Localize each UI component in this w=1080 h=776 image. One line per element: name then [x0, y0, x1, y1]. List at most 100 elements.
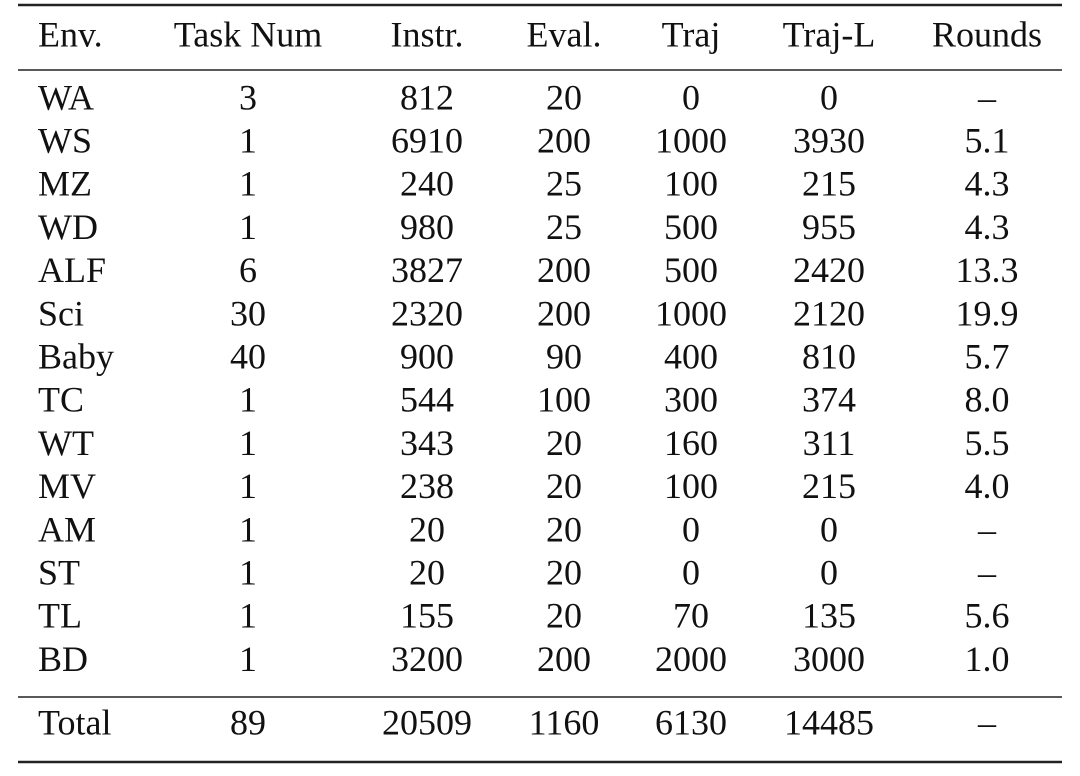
cell: 1	[239, 164, 257, 204]
cell: 980	[400, 207, 454, 247]
cell: 5.1	[965, 120, 1010, 160]
cell: 25	[546, 164, 582, 204]
cell: –	[977, 509, 997, 549]
cell: ALF	[38, 250, 106, 290]
cell: 3200	[391, 639, 463, 679]
cell: 3000	[793, 639, 865, 679]
cell: 200	[537, 250, 591, 290]
cell: 6910	[391, 120, 463, 160]
header-cell: Env.	[38, 14, 103, 54]
cell: 1	[239, 120, 257, 160]
cell: 30	[230, 293, 266, 333]
header-cell: Instr.	[390, 14, 463, 54]
cell: –	[977, 77, 997, 117]
cell: 90	[546, 336, 582, 376]
cell: 215	[802, 466, 856, 506]
cell: 500	[664, 250, 718, 290]
total-cell: –	[977, 702, 997, 742]
cell: 200	[537, 639, 591, 679]
cell: Baby	[38, 336, 114, 376]
cell: TC	[38, 380, 84, 420]
total-cell: 1160	[529, 702, 600, 742]
cell: 1	[239, 552, 257, 592]
cell: 0	[820, 77, 838, 117]
cell: 20	[546, 509, 582, 549]
cell: 100	[664, 466, 718, 506]
cell: 343	[400, 423, 454, 463]
cell: BD	[38, 639, 88, 679]
total-cell: 6130	[655, 702, 727, 742]
cell: 3930	[793, 120, 865, 160]
cell: 300	[664, 380, 718, 420]
cell: 1000	[655, 293, 727, 333]
cell: MV	[38, 466, 96, 506]
cell: Sci	[38, 293, 84, 333]
cell: 200	[537, 293, 591, 333]
cell: –	[977, 552, 997, 592]
cell: 2000	[655, 639, 727, 679]
cell: 238	[400, 466, 454, 506]
cell: 240	[400, 164, 454, 204]
total-cell: 14485	[784, 702, 874, 742]
total-cell: Total	[38, 702, 111, 742]
cell: 1	[239, 423, 257, 463]
cell: WD	[38, 207, 98, 247]
cell: 20	[546, 77, 582, 117]
cell: 20	[546, 596, 582, 636]
cell: 200	[537, 120, 591, 160]
cell: 4.0	[965, 466, 1010, 506]
cell: 0	[682, 77, 700, 117]
cell: 160	[664, 423, 718, 463]
cell: ST	[38, 552, 80, 592]
cell: 374	[802, 380, 856, 420]
cell: 40	[230, 336, 266, 376]
cell: 5.7	[965, 336, 1010, 376]
cell: 25	[546, 207, 582, 247]
cell: 1	[239, 466, 257, 506]
cell: 0	[820, 552, 838, 592]
cell: 20	[546, 552, 582, 592]
header-cell: Task Num	[174, 14, 322, 54]
cell: 100	[537, 380, 591, 420]
cell: 1	[239, 509, 257, 549]
cell: 13.3	[956, 250, 1019, 290]
cell: 3	[239, 77, 257, 117]
cell: 2120	[793, 293, 865, 333]
cell: 6	[239, 250, 257, 290]
cell: 70	[673, 596, 709, 636]
cell: 4.3	[965, 207, 1010, 247]
cell: WT	[38, 423, 94, 463]
cell: 20	[409, 509, 445, 549]
total-cell: 89	[230, 702, 266, 742]
cell: 1	[239, 380, 257, 420]
cell: WS	[38, 120, 92, 160]
cell: AM	[38, 509, 96, 549]
cell: 400	[664, 336, 718, 376]
cell: 311	[803, 423, 856, 463]
cell: 20	[546, 466, 582, 506]
header-cell: Traj	[662, 14, 721, 54]
header-cell: Traj-L	[783, 14, 876, 54]
cell: 8.0	[965, 380, 1010, 420]
cell: 1000	[655, 120, 727, 160]
cell: 2320	[391, 293, 463, 333]
cell: 1	[239, 639, 257, 679]
total-cell: 20509	[382, 702, 472, 742]
cell: 5.5	[965, 423, 1010, 463]
cell: 20	[546, 423, 582, 463]
cell: 955	[802, 207, 856, 247]
cell: 0	[682, 552, 700, 592]
cell: TL	[38, 596, 82, 636]
cell: 900	[400, 336, 454, 376]
header-cell: Eval.	[527, 14, 602, 54]
cell: WA	[38, 77, 94, 117]
cell: 135	[802, 596, 856, 636]
cell: 2420	[793, 250, 865, 290]
cell: MZ	[38, 164, 92, 204]
cell: 4.3	[965, 164, 1010, 204]
cell: 1.0	[965, 639, 1010, 679]
cell: 5.6	[965, 596, 1010, 636]
cell: 215	[802, 164, 856, 204]
